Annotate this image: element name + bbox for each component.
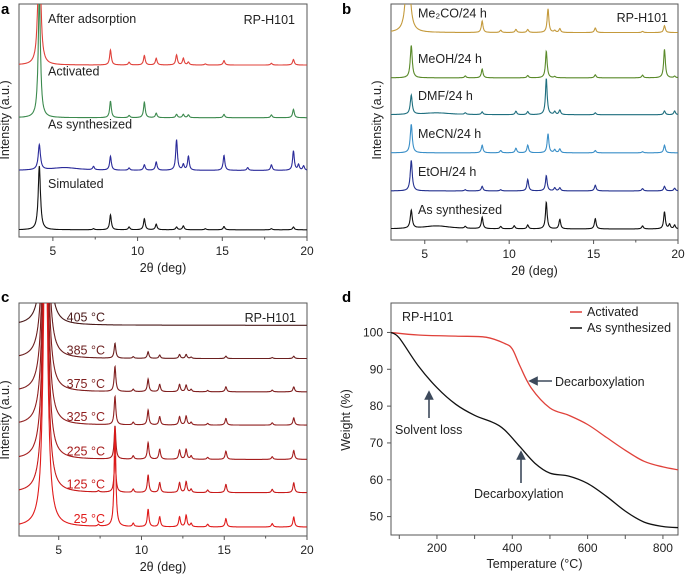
plot-area [19, 4, 307, 231]
series-line-6 [19, 303, 307, 528]
annotation-label: Decarboxylation [474, 487, 564, 501]
series-label: As synthesized [48, 117, 132, 131]
series-line-4 [19, 303, 307, 460]
panel-letter: b [342, 1, 351, 18]
series-line-1 [391, 45, 678, 79]
series-label: Activated [48, 65, 99, 79]
x-tick-label: 600 [578, 541, 598, 555]
series-label: As synthesized [418, 203, 502, 217]
series-line-4 [391, 160, 678, 192]
sample-label: RP-H101 [245, 311, 296, 325]
series-line-0 [391, 331, 678, 471]
legend-label: Activated [587, 305, 638, 319]
x-tick-label: 800 [653, 541, 673, 555]
panel-b: b 5 10 15 20 2θ (deg) Intensity (a.u.) RP-H101 M… [342, 1, 685, 278]
panel-a: a 5 10 15 20 2θ (deg) Intensity (a.u.) RP-H101 A… [0, 1, 314, 275]
legend-label: As synthesized [587, 321, 671, 335]
plot-area [19, 303, 307, 528]
series-line-3 [19, 303, 307, 426]
y-tick-label: 80 [370, 399, 384, 413]
sample-label: RP-H101 [402, 310, 453, 324]
x-axis-label: Temperature (°C) [487, 557, 583, 571]
x-tick-label: 400 [502, 541, 522, 555]
series-line-1 [19, 303, 307, 360]
series-line-3 [391, 124, 678, 154]
x-tick-label: 200 [427, 541, 447, 555]
series-label: 375 °C [67, 377, 105, 391]
x-tick-label: 15 [216, 244, 230, 258]
series-label: EtOH/24 h [418, 165, 476, 179]
y-tick-label: 70 [370, 436, 384, 450]
series-label: 25 °C [74, 512, 105, 526]
panel-c: c 5 10 15 20 2θ (deg) Intensity (a.u.) RP-H101 4… [0, 289, 314, 574]
y-tick-label: 90 [370, 362, 384, 376]
series-line-1 [391, 331, 678, 529]
panel-d: d 200 400 600 800 50 60 70 80 90 100 Temperature (°… [339, 289, 679, 571]
y-tick-label: 50 [370, 510, 384, 524]
series-line-0 [19, 4, 307, 66]
x-axis-label: 2θ (deg) [511, 264, 558, 278]
plot-frame [390, 3, 679, 241]
series-line-5 [19, 303, 307, 494]
y-tick-label: 60 [370, 473, 384, 487]
plot-area [391, 331, 678, 529]
y-axis-label: Intensity (a.u.) [370, 80, 384, 159]
series-label: 385 °C [67, 344, 105, 358]
annotation-label: Decarboxylation [555, 375, 645, 389]
x-tick-label: 5 [50, 244, 57, 258]
plot-area [391, 4, 678, 230]
series-label: MeCN/24 h [418, 127, 481, 141]
x-tick-label: 5 [421, 247, 428, 261]
series-label: 405 °C [67, 310, 105, 324]
series-label: After adsorption [48, 12, 136, 26]
y-axis-label: Weight (%) [339, 389, 353, 451]
series-label: Simulated [48, 177, 104, 191]
series-line-1 [19, 4, 307, 119]
x-tick-label: 10 [131, 244, 145, 258]
x-tick-label: 10 [135, 543, 149, 557]
x-tick-label: 5 [55, 543, 62, 557]
series-line-0 [391, 4, 678, 34]
series-label: DMF/24 h [418, 89, 473, 103]
series-line-0 [19, 303, 307, 326]
x-tick-label: 10 [502, 247, 516, 261]
x-tick-label: 20 [671, 247, 685, 261]
plot-frame [18, 302, 308, 537]
plot-frame [390, 302, 679, 536]
y-axis-label: Intensity (a.u.) [0, 380, 12, 459]
series-label: MeOH/24 h [418, 52, 482, 66]
series-label: 225 °C [67, 444, 105, 458]
series-line-2 [391, 78, 678, 116]
x-axis-label: 2θ (deg) [140, 560, 187, 574]
x-tick-label: 20 [300, 543, 314, 557]
series-line-5 [391, 200, 678, 230]
series-label: Me₂CO/24 h [418, 7, 487, 21]
y-axis-label: Intensity (a.u.) [0, 80, 12, 159]
annotation-label: Solvent loss [395, 423, 462, 437]
sample-label: RP-H101 [244, 13, 295, 27]
series-label: 325 °C [67, 410, 105, 424]
x-tick-label: 20 [300, 244, 314, 258]
x-tick-label: 15 [218, 543, 232, 557]
panel-letter: a [1, 1, 10, 18]
x-tick-label: 15 [587, 247, 601, 261]
panel-letter: d [342, 289, 351, 306]
series-line-3 [19, 165, 307, 231]
series-line-2 [19, 139, 307, 171]
y-tick-label: 100 [363, 325, 383, 339]
plot-frame [18, 3, 308, 238]
series-label: 125 °C [67, 478, 105, 492]
panel-letter: c [1, 289, 9, 306]
sample-label: RP-H101 [617, 11, 668, 25]
series-line-2 [19, 303, 307, 393]
x-axis-label: 2θ (deg) [140, 261, 187, 275]
